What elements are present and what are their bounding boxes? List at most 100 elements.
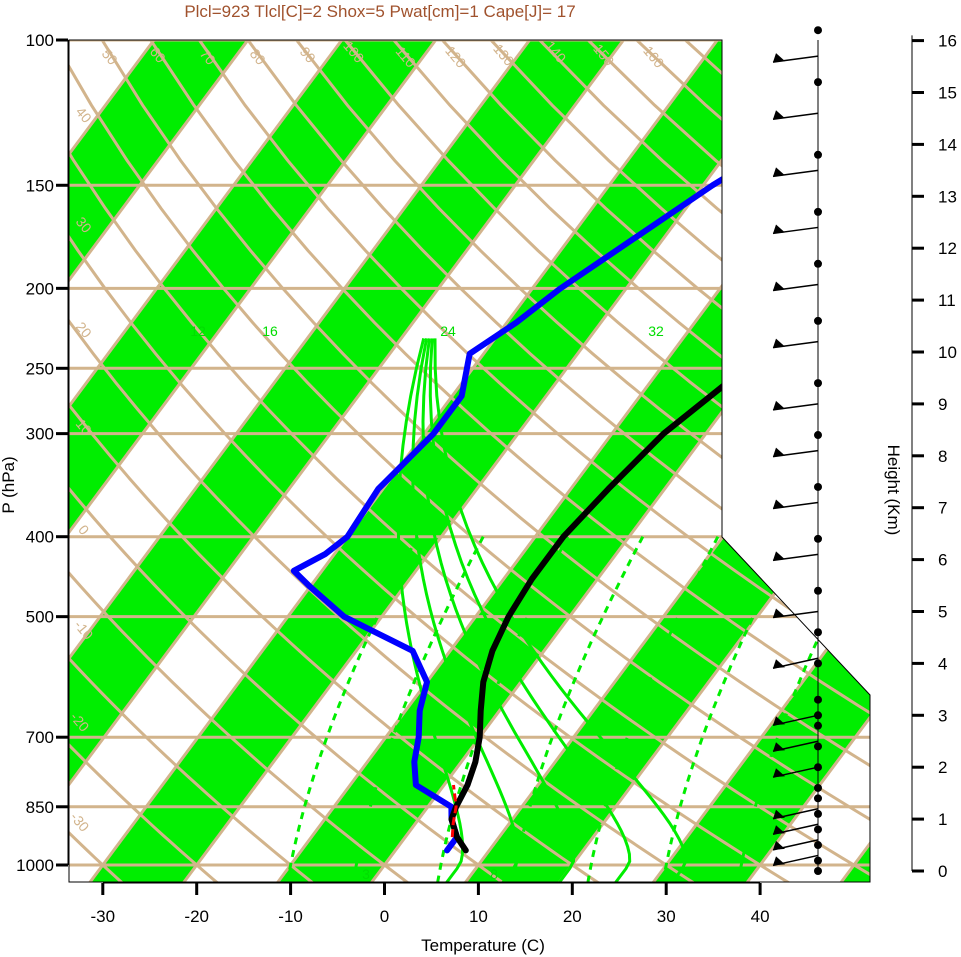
wind-barb-pennant — [773, 742, 785, 752]
y-axis-label: P (hPa) — [0, 456, 18, 513]
wind-level-dot — [814, 809, 822, 818]
moist-adiabat-line — [428, 338, 632, 882]
wind-barb-pennant — [773, 809, 785, 819]
x-tick-label: -30 — [91, 907, 116, 926]
height-tick-label: 3 — [938, 706, 947, 725]
x-tick-label: 30 — [657, 907, 676, 926]
dry-adiabat-line — [100, 40, 870, 882]
pressure-tick-label: 150 — [26, 176, 54, 195]
pressure-tick-label: 400 — [26, 528, 54, 547]
height-tick-label: 8 — [938, 447, 947, 466]
wind-level-dot — [814, 431, 822, 440]
wind-level-dot — [814, 259, 822, 268]
wind-barb-pennant — [773, 840, 785, 850]
height-tick-label: 6 — [938, 551, 947, 570]
wind-level-dot — [814, 841, 822, 850]
x-tick-label: 20 — [563, 907, 582, 926]
mixing-ratio-label: 16 — [262, 323, 278, 339]
pressure-tick-label: 250 — [26, 359, 54, 378]
isotherm-line — [69, 40, 344, 882]
pressure-tick-label: 100 — [26, 31, 54, 50]
dry-adiabat-line — [69, 40, 624, 882]
isotherm-line — [733, 40, 870, 882]
dry-adiabat-line — [69, 40, 431, 882]
pressure-tick-label: 300 — [26, 425, 54, 444]
x-axis: -30 -20 -10 0 10 20 30 40 — [91, 882, 770, 926]
x-tick-label: 0 — [380, 907, 389, 926]
isotherm-line — [639, 40, 870, 882]
isotherm-label: 30 — [724, 125, 746, 147]
wind-barb-pennant — [773, 608, 785, 618]
isotherm-line — [69, 40, 437, 882]
dry-adiabat-line — [295, 40, 870, 882]
dry-adiabat-line — [69, 40, 870, 882]
height-tick-label: 4 — [938, 654, 947, 673]
dry-adiabat-line — [198, 40, 870, 882]
height-tick-label: 13 — [938, 187, 957, 206]
wind-barb-pennant — [773, 551, 785, 561]
isotherm-line — [69, 40, 531, 882]
wind-barb-pennant — [773, 768, 785, 778]
x-tick-label: -20 — [184, 907, 209, 926]
wind-barb-pennant — [773, 338, 785, 348]
dry-adiabat-line — [69, 40, 142, 882]
wind-level-dot — [814, 721, 822, 730]
wind-level-dot — [814, 742, 822, 751]
x-tick-label: 10 — [469, 907, 488, 926]
mixing-ratio-lines — [285, 338, 870, 882]
wind-level-dot — [814, 628, 822, 637]
mixing-ratio-line — [661, 536, 795, 882]
dry-adiabat-line — [149, 40, 870, 882]
plot-frame — [68, 39, 871, 883]
wind-barb-pennant — [773, 716, 785, 726]
height-tick-label: 15 — [938, 84, 957, 103]
wind-level-dot — [814, 482, 822, 491]
parcel-profile — [450, 784, 458, 838]
height-tick-label: 9 — [938, 395, 947, 414]
isotherm-line — [69, 40, 625, 882]
height-tick-label: 7 — [938, 499, 947, 518]
dry-adiabat-label: 20 — [73, 319, 95, 341]
wind-column — [772, 26, 822, 875]
wind-level-dot — [814, 794, 822, 803]
mixing-ratio-label: 3 — [362, 866, 370, 882]
isotherm-label: 0 — [724, 462, 740, 479]
wind-level-dot — [814, 659, 822, 668]
wind-level-dot — [814, 26, 822, 35]
mixing-ratio-line — [511, 536, 645, 882]
wind-barb-pennant — [773, 224, 785, 234]
moist-adiabat-line — [411, 338, 520, 882]
x-tick-label: -10 — [278, 907, 303, 926]
x-tick-label: 40 — [751, 907, 770, 926]
mixing-ratio-label: 24 — [440, 323, 456, 339]
dry-adiabat-label: -30 — [67, 809, 92, 835]
mixing-ratio-line — [351, 536, 485, 882]
height-tick-label: 12 — [938, 239, 957, 258]
isotherm-line — [69, 40, 250, 882]
wind-barb-pennant — [773, 447, 785, 457]
wind-level-dot — [814, 534, 822, 543]
pressure-tick-label: 700 — [26, 728, 54, 747]
wind-barb-pennant — [773, 167, 785, 177]
dewpoint-profile — [290, 54, 870, 854]
pressure-tick-label: 850 — [26, 798, 54, 817]
wind-level-dot — [814, 78, 822, 87]
isotherm-label: 20 — [724, 235, 746, 257]
dry-adiabat-line — [246, 40, 870, 882]
x-axis-label: Temperature (C) — [421, 936, 545, 955]
wind-level-dot — [814, 207, 822, 216]
wind-barb-pennant — [773, 400, 785, 410]
wind-level-dot — [814, 150, 822, 159]
isotherm-label: 10 — [746, 540, 768, 562]
wind-level-dot — [814, 856, 822, 865]
height-axis-label: Height (Km) — [884, 445, 903, 536]
isotherm-line — [357, 40, 870, 882]
mixing-ratio-label: 32 — [648, 323, 664, 339]
wind-level-dot — [814, 825, 822, 834]
moist-adiabat-line — [433, 338, 688, 882]
height-tick-label: 5 — [938, 603, 947, 622]
height-tick-label: 11 — [938, 291, 956, 310]
wind-level-dot — [814, 316, 822, 325]
pressure-axis: 100 150 200 250 300 400 500 700 850 1000 — [16, 31, 69, 875]
dry-adiabat-line — [69, 40, 817, 882]
